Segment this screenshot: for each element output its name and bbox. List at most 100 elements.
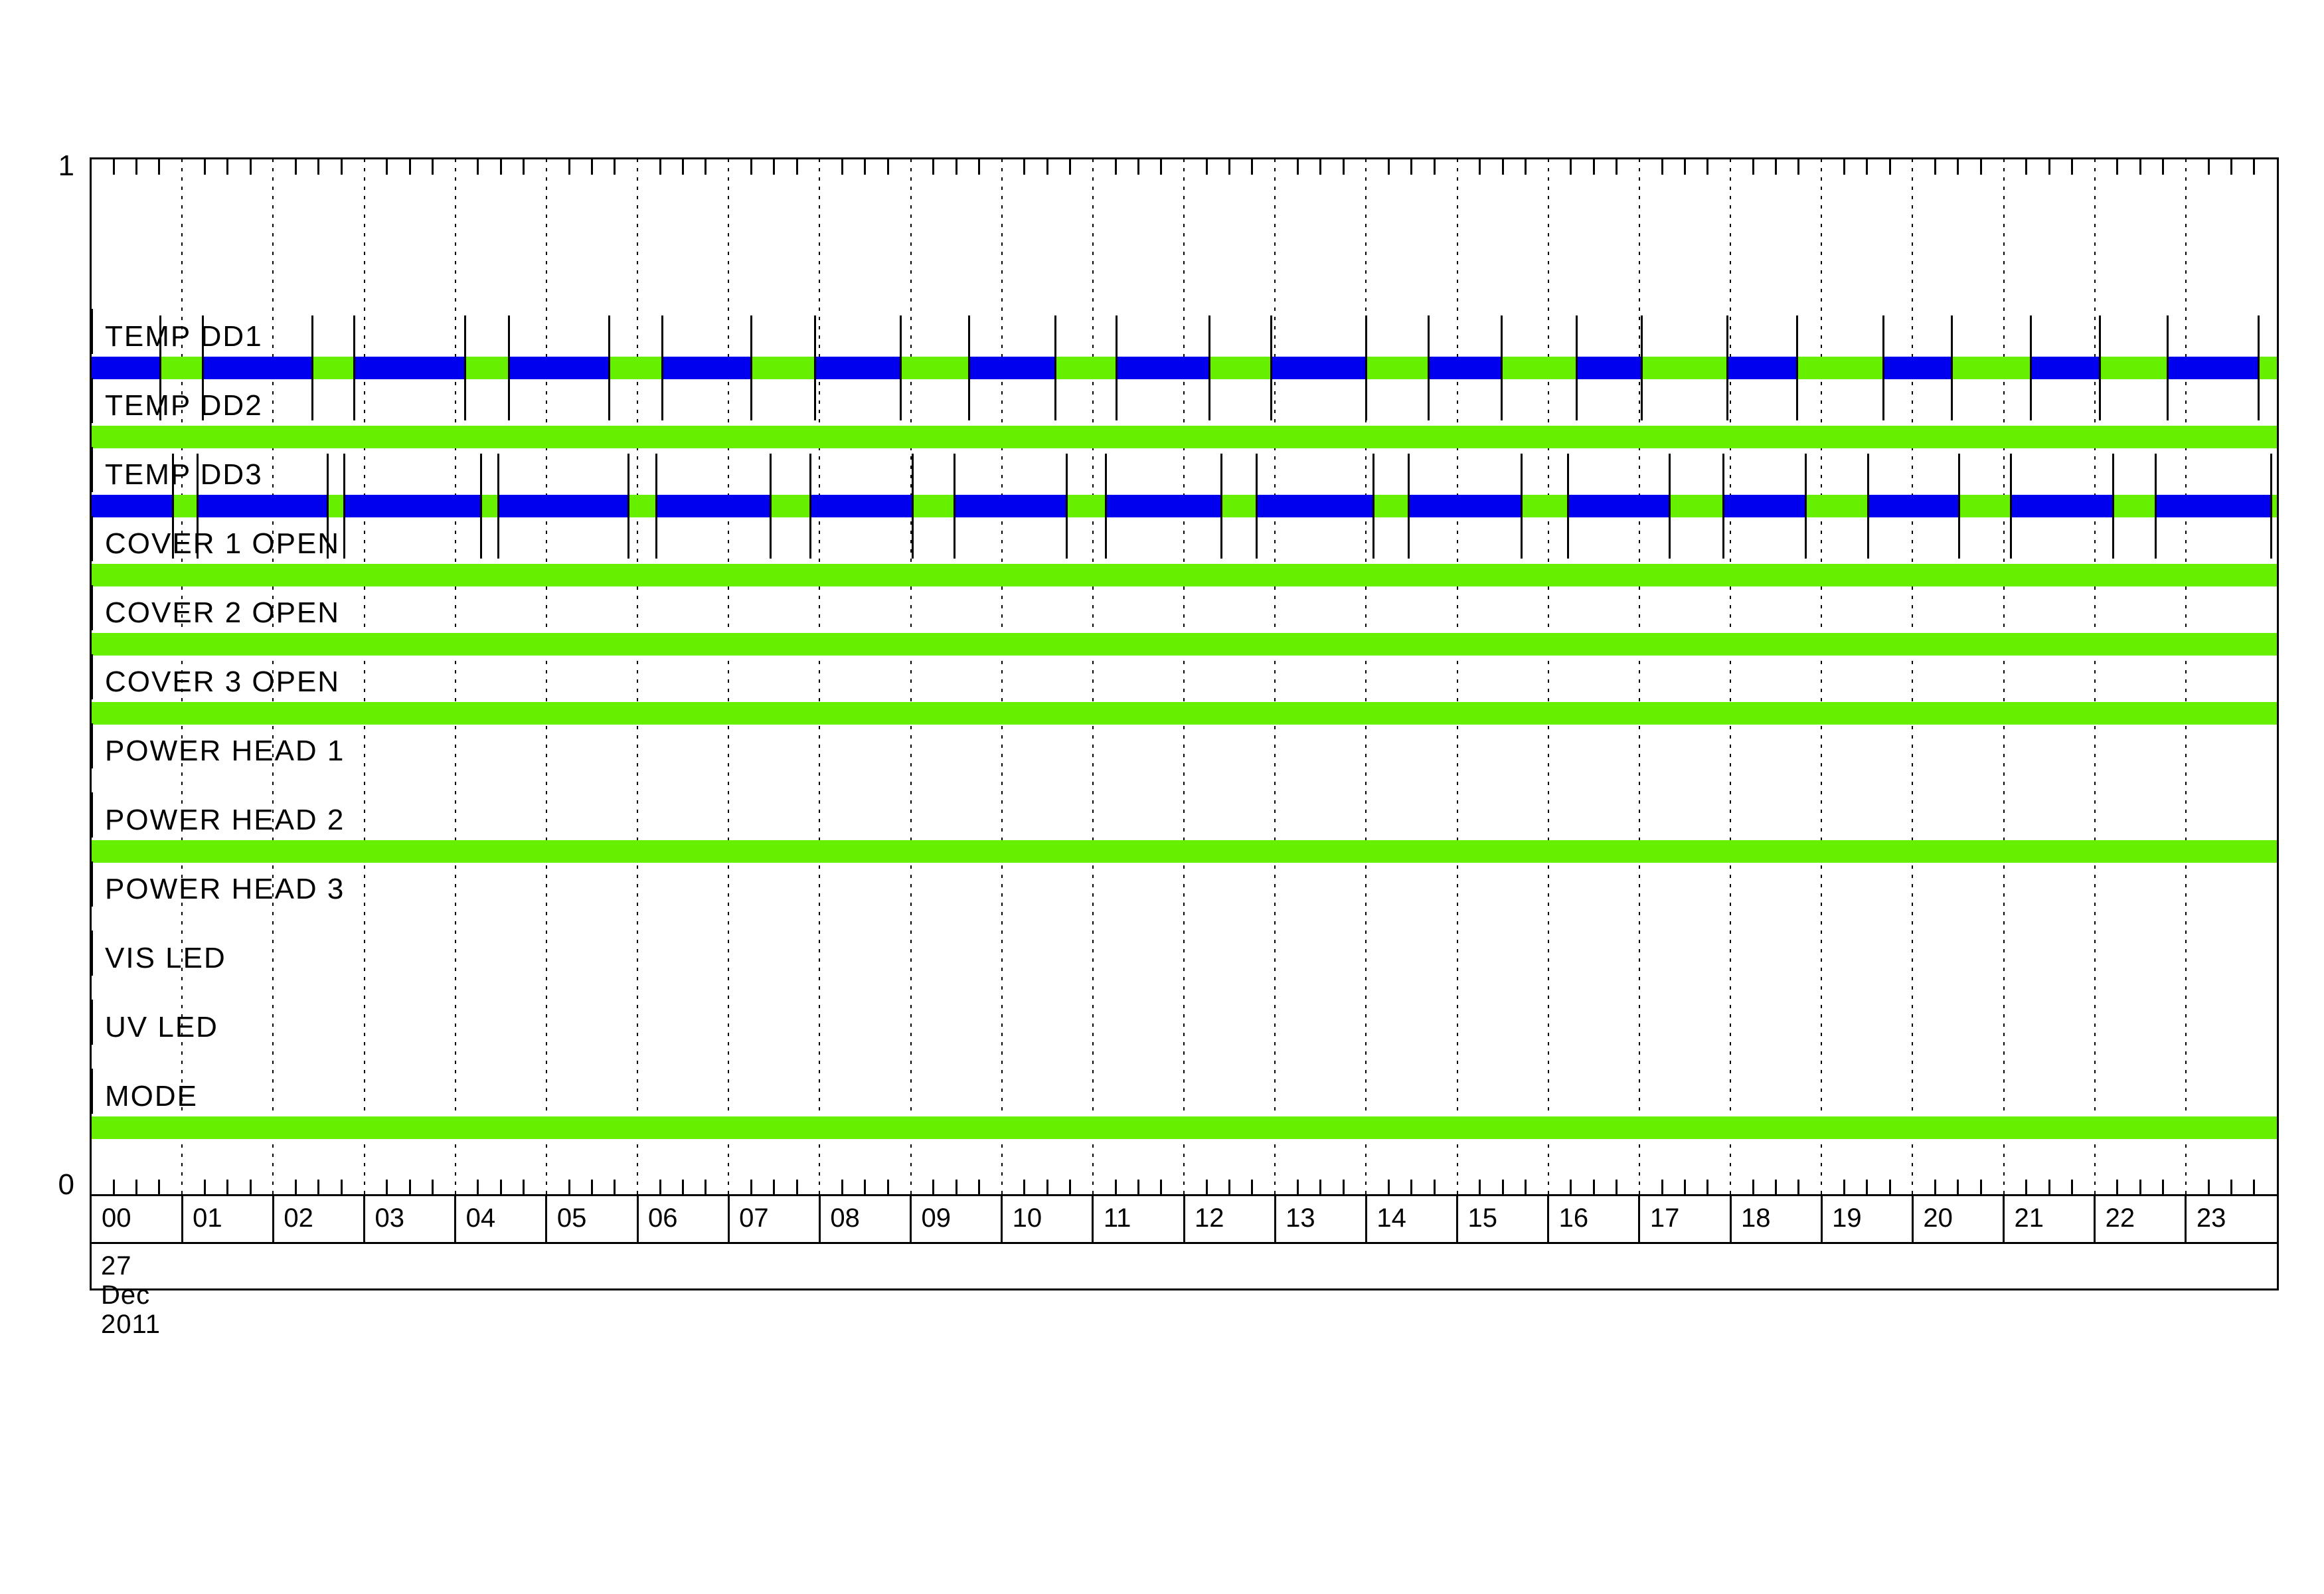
plot-bottom-axis <box>91 1194 2279 1196</box>
transition-marker <box>1805 454 1807 559</box>
hour-gridline <box>181 159 183 1194</box>
minor-tick-bottom <box>2207 1180 2210 1194</box>
status-bar-segment <box>1271 357 1367 379</box>
hour-cell-separator <box>1638 1194 1641 1242</box>
minor-tick-bottom <box>1501 1180 1504 1194</box>
hour-cell-separator <box>1183 1194 1185 1242</box>
minor-tick-top <box>1342 159 1345 175</box>
minor-tick-top <box>2253 159 2256 175</box>
hour-gridline <box>2185 159 2187 1194</box>
minor-tick-bottom <box>226 1180 229 1194</box>
status-bar-segment <box>1568 495 1670 517</box>
hour-cell-separator <box>727 1194 730 1242</box>
transition-marker <box>1372 454 1374 559</box>
minor-tick-top <box>112 159 115 175</box>
minor-tick-bottom <box>135 1180 138 1194</box>
status-bar-segment <box>1501 357 1577 379</box>
transition-marker <box>2030 315 2033 420</box>
status-bar-segment <box>2031 357 2100 379</box>
transition-marker <box>343 454 345 559</box>
minor-tick-bottom <box>614 1180 616 1194</box>
minor-tick-top <box>864 159 867 175</box>
minor-tick-bottom <box>1069 1180 1072 1194</box>
minor-tick-top <box>955 159 957 175</box>
minor-tick-bottom <box>1251 1180 1254 1194</box>
hour-gridline <box>1092 159 1094 1194</box>
hour-cell-separator <box>2185 1194 2187 1242</box>
minor-tick-top <box>158 159 161 175</box>
minor-tick-bottom <box>2162 1180 2165 1194</box>
hour-gridline <box>1912 159 1914 1194</box>
hour-gridline <box>545 159 547 1194</box>
minor-tick-top <box>1979 159 1982 175</box>
plot-left-axis <box>90 157 92 1290</box>
row-start-tick <box>91 516 93 561</box>
minor-tick-top <box>773 159 776 175</box>
hour-cell-separator <box>272 1194 274 1242</box>
status-bar-segment <box>1868 495 1959 517</box>
transition-marker <box>1270 315 1273 420</box>
transition-marker <box>202 315 205 420</box>
minor-tick-top <box>568 159 570 175</box>
status-bar-segment <box>91 357 161 379</box>
transition-marker <box>1726 315 1729 420</box>
status-bar-segment <box>91 426 2277 448</box>
hour-cell-separator <box>454 1194 457 1242</box>
hour-label: 12 <box>1195 1203 1224 1233</box>
row-label: TEMP DD2 <box>105 389 263 422</box>
transition-marker <box>353 315 355 420</box>
minor-tick-top <box>1251 159 1254 175</box>
minor-tick-top <box>1388 159 1390 175</box>
status-bar-segment <box>91 840 2277 863</box>
minor-tick-bottom <box>705 1180 707 1194</box>
status-bar-segment <box>2167 357 2259 379</box>
hour-cell-separator <box>1092 1194 1094 1242</box>
row-start-tick <box>91 378 93 423</box>
minor-tick-top <box>1843 159 1845 175</box>
status-bar-segment <box>91 1116 2277 1139</box>
row-start-tick <box>91 723 93 768</box>
status-bar-segment <box>344 495 481 517</box>
hour-cell-separator <box>1365 1194 1367 1242</box>
minor-tick-top <box>682 159 685 175</box>
row-label: VIS LED <box>105 942 226 974</box>
minor-tick-top <box>1957 159 1959 175</box>
minor-tick-top <box>1775 159 1778 175</box>
minor-tick-bottom <box>1479 1180 1481 1194</box>
minor-tick-bottom <box>795 1180 798 1194</box>
row-label: POWER HEAD 1 <box>105 735 345 767</box>
row-label: TEMP DD1 <box>105 320 263 353</box>
minor-tick-top <box>499 159 502 175</box>
minor-tick-bottom <box>1797 1180 1800 1194</box>
minor-tick-bottom <box>955 1180 957 1194</box>
minor-tick-top <box>977 159 980 175</box>
status-bar-segment <box>173 495 198 517</box>
minor-tick-bottom <box>112 1180 115 1194</box>
transition-marker <box>813 315 816 420</box>
transition-marker <box>1882 315 1884 420</box>
status-bar-segment <box>2258 357 2277 379</box>
minor-tick-bottom <box>932 1180 935 1194</box>
transition-marker <box>2155 454 2157 559</box>
hour-gridline <box>1365 159 1367 1194</box>
minor-tick-bottom <box>1137 1180 1139 1194</box>
minor-tick-top <box>750 159 752 175</box>
hour-label: 21 <box>2014 1203 2044 1233</box>
minor-tick-bottom <box>1342 1180 1345 1194</box>
minor-tick-bottom <box>1592 1180 1595 1194</box>
minor-tick-bottom <box>1114 1180 1117 1194</box>
minor-tick-top <box>408 159 411 175</box>
minor-tick-bottom <box>249 1180 252 1194</box>
hour-cell-separator <box>1729 1194 1732 1242</box>
row-start-tick <box>91 447 93 492</box>
transition-marker <box>2258 315 2260 420</box>
minor-tick-bottom <box>773 1180 776 1194</box>
minor-tick-bottom <box>1046 1180 1048 1194</box>
hour-label: 08 <box>830 1203 860 1233</box>
hour-label: 16 <box>1558 1203 1589 1233</box>
minor-tick-top <box>1296 159 1299 175</box>
minor-tick-top <box>1069 159 1072 175</box>
transition-marker <box>508 315 511 420</box>
minor-tick-bottom <box>1979 1180 1982 1194</box>
minor-tick-top <box>135 159 138 175</box>
